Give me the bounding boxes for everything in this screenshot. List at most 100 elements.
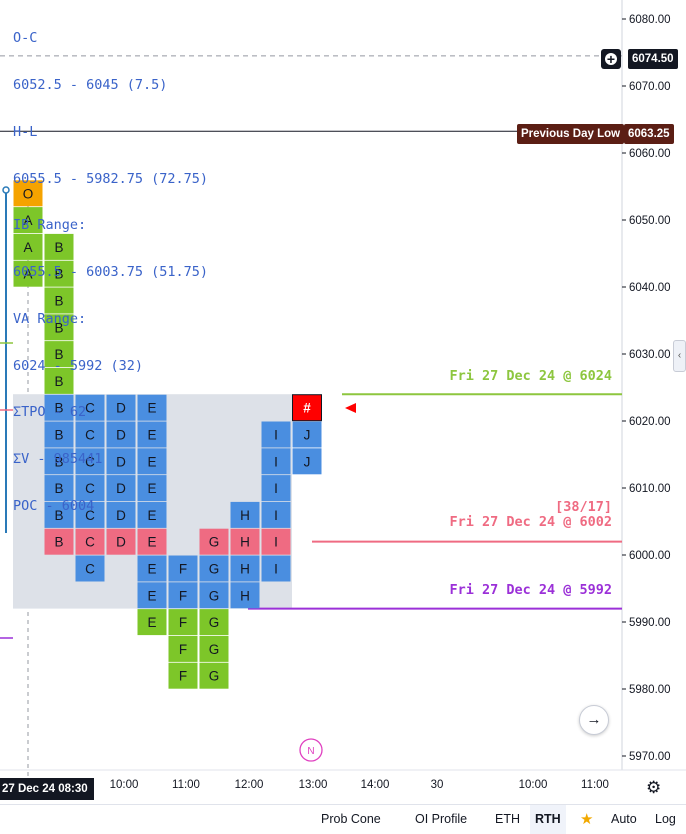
tpo-letter: G — [209, 615, 220, 630]
tpo-cell-box — [106, 528, 136, 555]
rth-button[interactable]: RTH — [530, 805, 566, 834]
scroll-to-realtime-button[interactable]: → — [579, 705, 609, 735]
time-tick-label: 11:00 — [172, 779, 200, 791]
tpo-letter: # — [303, 401, 311, 416]
level-label-6002: Fri 27 Dec 24 @ 6002 — [449, 514, 612, 530]
tpo-letter: E — [147, 615, 156, 630]
chevron-left-icon[interactable]: ‹ — [673, 340, 686, 372]
tpo-cell: E — [137, 501, 167, 528]
tpo-cell: B — [44, 314, 74, 341]
tpo-cell: G — [199, 582, 229, 609]
tpo-cell: D — [106, 528, 136, 555]
tpo-cell-box — [106, 394, 136, 421]
tpo-letter: B — [54, 294, 63, 309]
price-tick-label: 5970.00 — [629, 751, 671, 763]
tpo-letter: D — [116, 401, 126, 416]
tpo-cell-box — [261, 501, 291, 528]
tpo-cell-box — [292, 394, 322, 422]
prob-cone-button[interactable]: Prob Cone — [321, 812, 381, 826]
tpo-cell: C — [75, 421, 105, 448]
tpo-cell: F — [168, 662, 198, 689]
star-icon[interactable]: ★ — [580, 811, 594, 828]
open-price-arrow — [345, 403, 356, 413]
tpo-cell: B — [44, 367, 74, 394]
tpo-cell: F — [168, 582, 198, 609]
tpo-cell: D — [106, 421, 136, 448]
tpo-cell: I — [261, 475, 291, 502]
time-tick-label: 11:00 — [581, 779, 609, 791]
stats-oc-label: O-C — [13, 30, 38, 47]
tpo-cell: H — [230, 555, 260, 582]
tpo-letter: I — [274, 481, 278, 496]
tpo-cell: E — [137, 448, 167, 475]
stats-va-value: 6024 - 5992 (32) — [13, 357, 144, 374]
tpo-letter: B — [54, 374, 63, 389]
tpo-cell-box — [106, 501, 136, 528]
tpo-letter: D — [116, 508, 126, 523]
tpo-cell: I — [261, 555, 291, 582]
tpo-cell: I — [261, 501, 291, 528]
tpo-letter: F — [179, 669, 187, 684]
gear-icon[interactable]: ⚙ — [646, 778, 662, 797]
eth-button[interactable]: ETH — [495, 812, 520, 826]
tpo-cell: C — [75, 555, 105, 582]
tpo-cell: E — [137, 394, 167, 421]
price-tick-label: 5990.00 — [629, 617, 671, 629]
level-extra-6002: [38/17] — [555, 499, 612, 515]
tpo-letter: H — [240, 508, 250, 523]
tpo-cell-box — [137, 475, 167, 502]
tpo-letter: B — [54, 267, 63, 282]
tpo-cell-box — [199, 609, 229, 636]
tpo-letter: C — [85, 454, 95, 469]
tpo-cell: H — [230, 528, 260, 555]
tpo-letter: D — [116, 535, 126, 550]
tpo-letter: H — [240, 588, 250, 603]
tpo-cell-box — [199, 582, 229, 609]
stats-oc-value: 6052.5 - 6045 (7.5) — [13, 76, 168, 93]
tpo-cell: I — [261, 421, 291, 448]
tpo-cell-box — [44, 448, 74, 475]
tpo-letter: C — [85, 508, 95, 523]
tpo-letter: F — [179, 588, 187, 603]
tpo-cell-box — [261, 421, 291, 448]
tpo-letter: F — [179, 642, 187, 657]
tpo-letter: B — [54, 320, 63, 335]
arrow-right-icon: → — [586, 711, 602, 728]
tpo-cell-box — [75, 528, 105, 555]
stats-volume-sum: ΣV - 985441 — [13, 451, 103, 468]
tpo-cell: # — [292, 394, 322, 422]
stats-hl-label: H-L — [13, 123, 38, 140]
tpo-cell-box — [44, 475, 74, 502]
tpo-letter: E — [147, 454, 156, 469]
ib-range-cap — [2, 186, 10, 194]
tpo-cell-box — [137, 448, 167, 475]
stats-hl-value: 6055.5 - 5982.75 (72.75) — [13, 170, 209, 187]
tpo-cell: A — [13, 207, 43, 234]
ib-marker-letter: N — [307, 746, 314, 757]
tpo-cell-box — [44, 287, 74, 314]
tpo-letter: O — [23, 186, 34, 201]
price-tick-label: 6060.00 — [629, 148, 671, 160]
tpo-cell: J — [292, 448, 322, 475]
tpo-letter: G — [209, 535, 220, 550]
tpo-cell: G — [199, 635, 229, 662]
tpo-cell-box — [75, 475, 105, 502]
stats-tpo-sum: ΣTPO - 62 — [13, 404, 87, 421]
oi-profile-button[interactable]: OI Profile — [415, 812, 468, 826]
tpo-cell: B — [44, 341, 74, 368]
tpo-cell-box — [261, 475, 291, 502]
tpo-chart[interactable]: Fri 27 Dec 24 @ 6024 Fri 27 Dec 24 @ 6002… — [0, 0, 686, 804]
tpo-cell-box — [168, 662, 198, 689]
tpo-cell-box — [44, 314, 74, 341]
auto-scale-button[interactable]: Auto — [611, 812, 637, 826]
tpo-cell: E — [137, 528, 167, 555]
tpo-letter: C — [85, 562, 95, 577]
tpo-cell: I — [261, 528, 291, 555]
tpo-cell: J — [292, 421, 322, 448]
log-scale-button[interactable]: Log — [655, 812, 676, 826]
add-order-button[interactable]: + — [601, 49, 621, 69]
tpo-cell: O — [13, 180, 43, 207]
tpo-cell: F — [168, 635, 198, 662]
tpo-cell: D — [106, 448, 136, 475]
tpo-cell: D — [106, 394, 136, 421]
